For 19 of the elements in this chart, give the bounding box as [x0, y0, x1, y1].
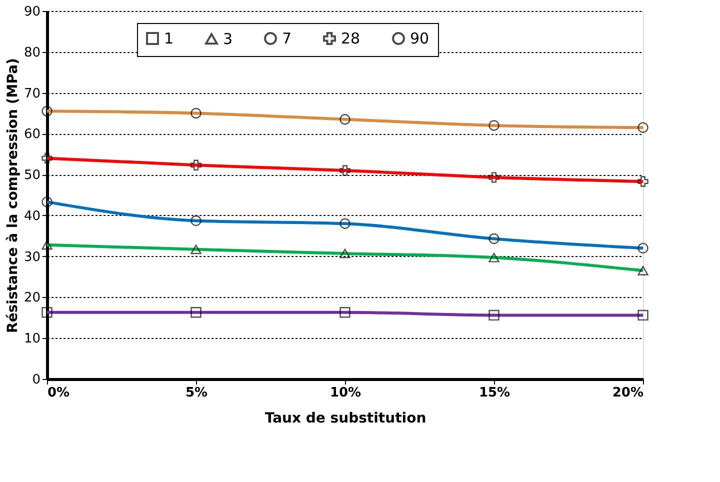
y-tick-label: 90 [24, 4, 40, 20]
y-tick-label: 50 [24, 168, 40, 184]
legend-label: 90 [410, 30, 430, 48]
y-tick-label: 20 [24, 290, 40, 306]
y-tick-label: 0 [32, 372, 40, 388]
legend-label: 3 [223, 30, 233, 48]
y-tick-label: 30 [24, 250, 40, 265]
x-tick-label: 5% [185, 386, 208, 400]
x-tick-label: 20% [612, 386, 644, 400]
x-tick-label: 15% [478, 386, 510, 400]
y-tick-label: 60 [24, 127, 40, 142]
y-tick-label: 10 [24, 332, 40, 347]
y-tick-label: 40 [24, 208, 40, 224]
y-tick-label: 80 [24, 45, 40, 60]
x-axis-title: Taux de substitution [264, 410, 426, 426]
y-axis-title: Résistance à la compression (MPa) [4, 58, 21, 333]
y-tick-label: 70 [24, 86, 40, 102]
x-tick-label: 0% [48, 386, 70, 400]
x-tick-label: 10% [330, 386, 362, 400]
